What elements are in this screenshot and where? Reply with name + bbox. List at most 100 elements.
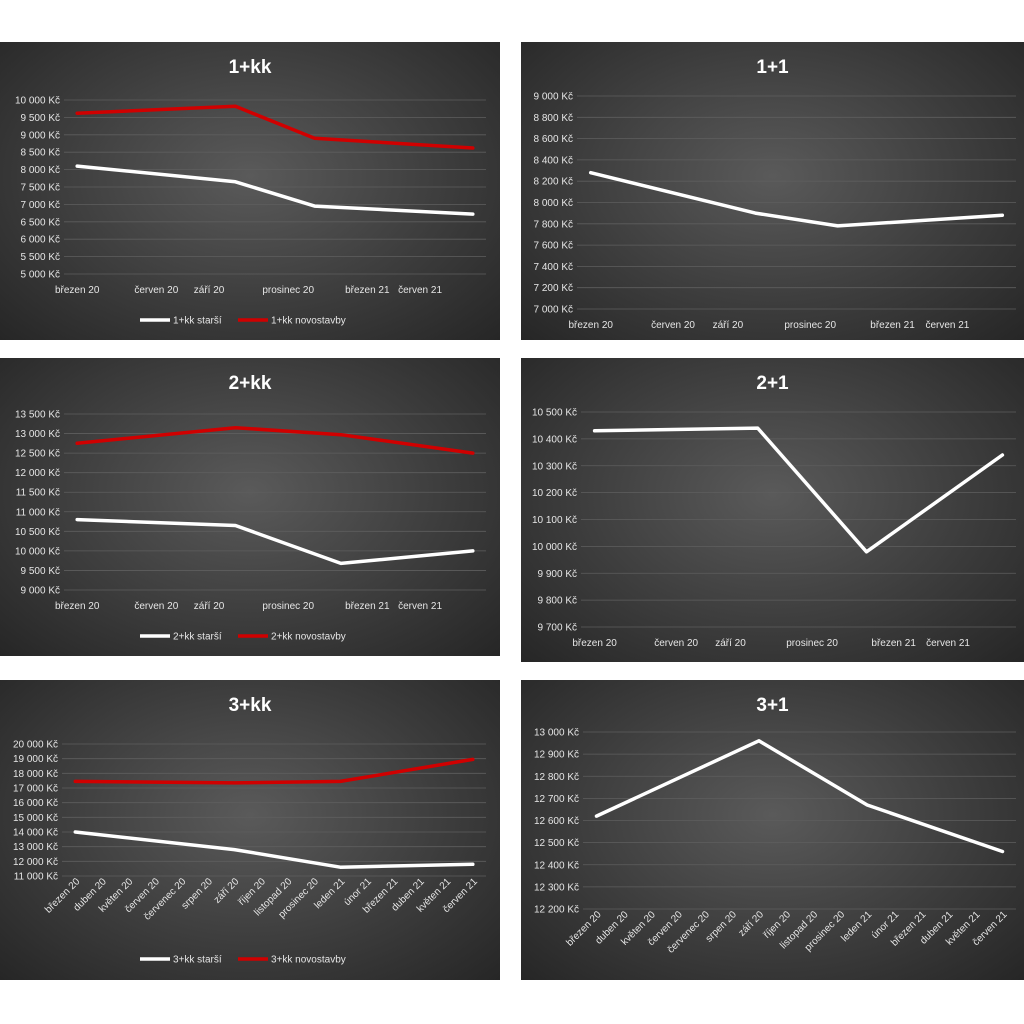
y-tick-label: 19 000 Kč [13,754,58,765]
x-tick-label: červen 20 [134,601,178,612]
y-tick-label: 10 100 Kč [532,515,577,526]
y-tick-label: 7 600 Kč [534,241,573,252]
y-tick-label: 8 000 Kč [534,198,573,209]
x-tick-label: prosinec 20 [786,638,838,649]
x-tick-label: březen 20 [55,285,100,296]
x-tick-label: leden 21 [839,909,874,944]
y-tick-label: 12 400 Kč [534,860,579,871]
y-tick-label: 12 500 Kč [534,838,579,849]
y-tick-label: 9 000 Kč [534,92,573,103]
chart-panel-2plus1: 2+1 9 700 Kč 9 800 Kč 9 900 Kč 10 000 Kč 10 1… [521,358,1024,662]
x-tick-label: září 20 [194,601,225,612]
y-tick-label: 10 000 Kč [15,96,60,107]
y-tick-label: 11 000 Kč [14,872,58,883]
y-tick-label: 12 800 Kč [534,772,579,783]
y-tick-label: 10 200 Kč [532,488,577,499]
x-tick-label: červen 20 [134,285,178,296]
chart-svg: 1+kk 5 000 Kč 5 500 Kč 6 000 Kč 6 500 Kč 7 00… [15,57,486,327]
x-tick-label: březen 20 [568,320,613,331]
y-tick-label: 9 500 Kč [21,113,60,124]
chart-svg: 2+1 9 700 Kč 9 800 Kč 9 900 Kč 10 000 Kč 10 1… [532,373,1016,649]
x-tick-label: červen 21 [925,320,969,331]
x-tick-label: prosinec 20 [784,320,836,331]
chart-title: 2+kk [229,373,272,394]
series-line [594,739,1005,854]
y-tick-label: 10 000 Kč [532,542,577,553]
x-tick-label: červen 21 [398,601,442,612]
y-tick-label: 10 500 Kč [532,408,577,419]
y-tick-label: 12 900 Kč [534,750,579,761]
x-tick-label: září 20 [713,320,744,331]
y-tick-label: 12 000 Kč [13,857,58,868]
y-tick-label: 15 000 Kč [13,813,58,824]
chart-svg: 3+kk 11 000 Kč 12 000 Kč 13 000 Kč 14 000 Kč… [13,695,486,966]
y-tick-label: 18 000 Kč [13,769,58,780]
chart-title: 3+kk [229,695,272,716]
y-tick-label: 12 500 Kč [15,449,60,460]
x-tick-label: prosinec 20 [262,601,314,612]
y-tick-label: 7 000 Kč [21,200,60,211]
y-tick-label: 6 000 Kč [21,235,60,246]
y-tick-label: 8 000 Kč [21,165,60,176]
legend-label: 2+kk novostavby [271,632,346,643]
y-tick-label: 5 500 Kč [21,252,60,263]
y-tick-label: 13 000 Kč [13,842,58,853]
chart-title: 1+1 [756,57,789,78]
y-tick-label: 7 200 Kč [534,283,573,294]
y-tick-label: 6 500 Kč [21,217,60,228]
y-tick-label: 12 000 Kč [15,468,60,479]
y-tick-label: 9 800 Kč [538,596,577,607]
series-line [592,426,1005,554]
series-line [75,104,475,150]
y-tick-label: 8 400 Kč [534,155,573,166]
y-tick-label: 10 500 Kč [15,527,60,538]
x-tick-label: červen 21 [398,285,442,296]
y-tick-label: 12 200 Kč [534,905,579,916]
legend-label: 2+kk starší [173,632,222,643]
series-line [73,830,475,869]
chart-panel-1kk: 1+kk 5 000 Kč 5 500 Kč 6 000 Kč 6 500 Kč 7 00… [0,42,500,340]
chart-panel-1plus1: 1+1 7 000 Kč 7 200 Kč 7 400 Kč 7 600 Kč 7 800… [521,42,1024,340]
y-tick-label: 17 000 Kč [13,784,58,795]
y-tick-label: 5 000 Kč [21,270,60,281]
y-tick-label: 11 500 Kč [16,488,60,499]
x-tick-label: červen 21 [926,638,970,649]
x-tick-label: březen 21 [345,285,390,296]
y-tick-label: 7 800 Kč [534,219,573,230]
x-tick-label: březen 21 [870,320,915,331]
series-line [73,757,475,785]
series-line [75,517,475,566]
chart-svg: 1+1 7 000 Kč 7 200 Kč 7 400 Kč 7 600 Kč 7 800… [534,57,1016,331]
chart-panel-2kk: 2+kk 9 000 Kč 9 500 Kč 10 000 Kč 10 500 Kč 11… [0,358,500,656]
chart-title: 3+1 [756,695,789,716]
y-tick-label: 10 000 Kč [15,546,60,557]
x-tick-label: březen 21 [871,638,916,649]
y-tick-label: 10 300 Kč [532,461,577,472]
x-tick-label: září 20 [715,638,746,649]
y-tick-label: 9 000 Kč [21,586,60,597]
y-tick-label: 8 200 Kč [534,177,573,188]
y-tick-label: 13 000 Kč [534,728,579,739]
chart-title: 1+kk [229,57,272,78]
x-tick-label: březen 20 [55,601,100,612]
series-line [588,170,1005,228]
x-tick-label: červen 20 [651,320,695,331]
y-tick-label: 12 700 Kč [534,794,579,805]
y-tick-label: 8 600 Kč [534,134,573,145]
y-tick-label: 20 000 Kč [13,740,58,751]
y-tick-label: 9 700 Kč [538,623,577,634]
series-line [75,425,475,455]
legend-label: 3+kk starší [173,955,222,966]
y-tick-label: 9 900 Kč [538,569,577,580]
y-tick-label: 9 500 Kč [21,566,60,577]
x-tick-label: březen 21 [345,601,390,612]
y-tick-label: 8 500 Kč [21,148,60,159]
y-tick-label: 7 500 Kč [21,183,60,194]
y-tick-label: 13 000 Kč [15,429,60,440]
y-tick-label: 10 400 Kč [532,434,577,445]
chart-panel-3plus1: 3+1 12 200 Kč 12 300 Kč 12 400 Kč 12 500 Kč 1… [521,680,1024,980]
chart-title: 2+1 [756,373,789,394]
y-tick-label: 13 500 Kč [15,410,60,421]
x-tick-label: prosinec 20 [262,285,314,296]
y-tick-label: 12 300 Kč [534,882,579,893]
